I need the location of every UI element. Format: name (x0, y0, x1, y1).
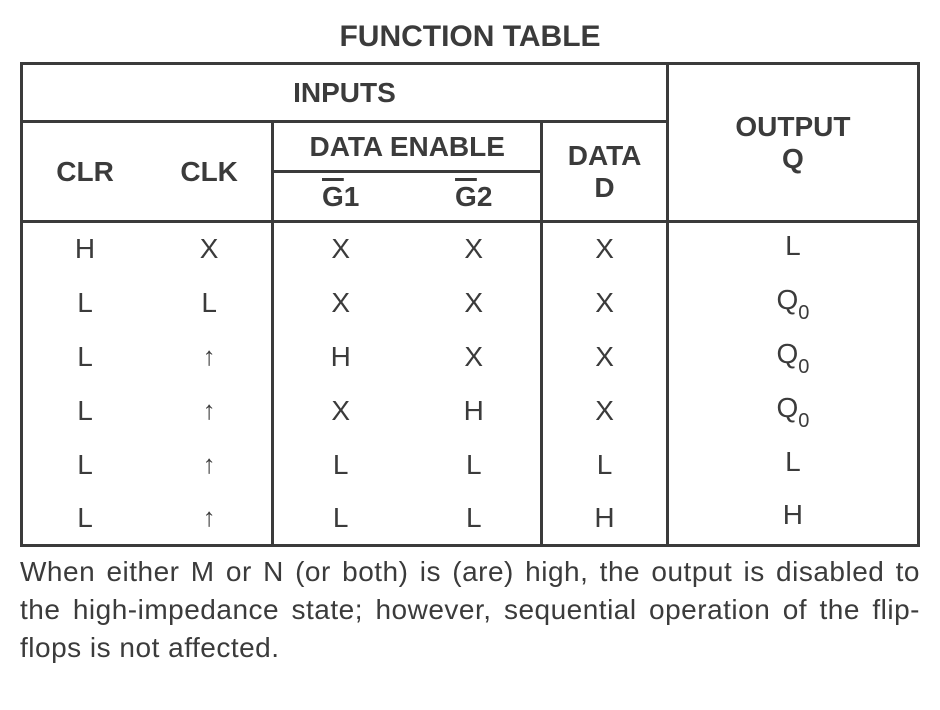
cell-g2: L (407, 438, 542, 492)
header-clr: CLR (22, 122, 148, 222)
cell-clk: ↑ (147, 384, 273, 438)
cell-clk: X (147, 222, 273, 276)
cell-q: Q0 (667, 330, 918, 384)
cell-d: X (542, 222, 668, 276)
function-table: INPUTS OUTPUT Q CLR CLK DATA ENABLE DATA… (20, 62, 920, 547)
cell-q: L (667, 222, 918, 276)
header-clk: CLK (147, 122, 273, 222)
table-row: L ↑ L L H H (22, 492, 919, 546)
cell-clk: ↑ (147, 438, 273, 492)
cell-q: H (667, 492, 918, 546)
table-row: L ↑ L L L L (22, 438, 919, 492)
cell-g2: X (407, 276, 542, 330)
cell-clr: L (22, 492, 148, 546)
cell-g1: X (273, 222, 408, 276)
table-body: H X X X X L L L X X X Q0 L ↑ H X X Q (22, 222, 919, 546)
footnote-text: When either M or N (or both) is (are) hi… (20, 553, 920, 666)
cell-d: L (542, 438, 668, 492)
cell-g2: X (407, 330, 542, 384)
cell-clr: H (22, 222, 148, 276)
cell-g1: L (273, 438, 408, 492)
header-g1-suffix: 1 (344, 181, 360, 212)
cell-q: Q0 (667, 276, 918, 330)
cell-g2: H (407, 384, 542, 438)
cell-g2: L (407, 492, 542, 546)
cell-clr: L (22, 276, 148, 330)
cell-g1: L (273, 492, 408, 546)
header-g2: G2 (407, 172, 542, 222)
table-title: FUNCTION TABLE (20, 20, 920, 54)
cell-clr: L (22, 384, 148, 438)
header-g1: G1 (273, 172, 408, 222)
table-row: H X X X X L (22, 222, 919, 276)
cell-clk: ↑ (147, 330, 273, 384)
header-inputs: INPUTS (22, 64, 668, 122)
table-row: L L X X X Q0 (22, 276, 919, 330)
cell-d: X (542, 330, 668, 384)
cell-g1: H (273, 330, 408, 384)
cell-g1: X (273, 384, 408, 438)
header-output: OUTPUT Q (667, 64, 918, 222)
cell-d: H (542, 492, 668, 546)
cell-g1: X (273, 276, 408, 330)
header-g1-overline: G (322, 181, 344, 213)
cell-d: X (542, 276, 668, 330)
header-output-line2: Q (782, 143, 804, 174)
cell-clk: L (147, 276, 273, 330)
header-output-line1: OUTPUT (735, 111, 850, 142)
header-g2-suffix: 2 (477, 181, 493, 212)
header-data: DATA D (542, 122, 668, 222)
table-row: L ↑ H X X Q0 (22, 330, 919, 384)
table-row: L ↑ X H X Q0 (22, 384, 919, 438)
cell-clr: L (22, 330, 148, 384)
cell-clr: L (22, 438, 148, 492)
cell-d: X (542, 384, 668, 438)
cell-q: L (667, 438, 918, 492)
header-data-line1: DATA (568, 140, 642, 171)
header-g2-overline: G (455, 181, 477, 213)
header-data-line2: D (594, 172, 614, 203)
cell-q: Q0 (667, 384, 918, 438)
cell-clk: ↑ (147, 492, 273, 546)
header-data-enable: DATA ENABLE (273, 122, 542, 172)
cell-g2: X (407, 222, 542, 276)
